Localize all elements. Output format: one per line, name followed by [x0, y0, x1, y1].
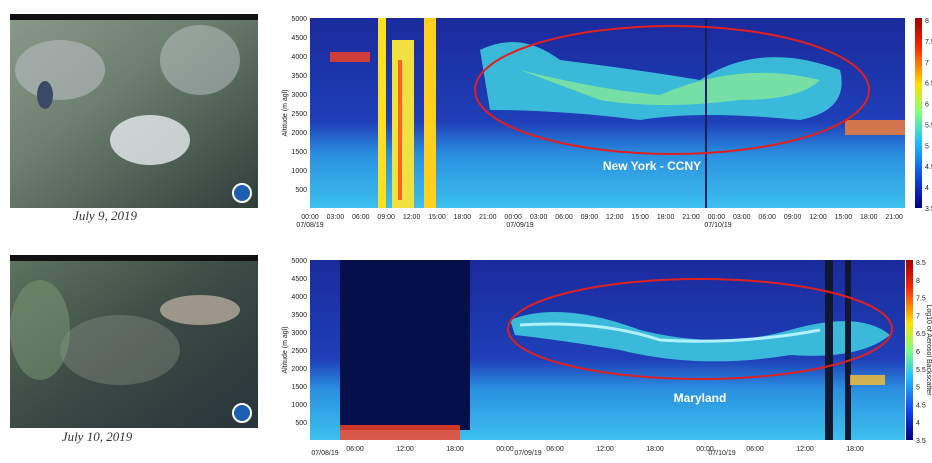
colorbar-label: Log10 of Aerosol Backscatter	[925, 304, 932, 396]
x-tick-label: 12:00	[596, 446, 614, 453]
image-caption: July 10, 2019	[62, 429, 133, 444]
x-tick-label: 18:00	[657, 214, 675, 221]
lidar-plot	[310, 18, 905, 208]
x-tick-label: 09:00	[581, 214, 599, 221]
y-tick-label: 3500	[291, 73, 307, 80]
x-tick-label: 06:00	[352, 214, 370, 221]
colorbar-tick-label: 6	[916, 349, 920, 356]
x-tick-label: 18:00	[846, 446, 864, 453]
colorbar-tick-label: 5	[925, 143, 929, 150]
x-tick-label: 21:00	[479, 214, 497, 221]
x-tick-label: 09:00	[377, 214, 395, 221]
colorbar-tick-label: 6.5	[925, 81, 932, 88]
colorbar-tick-label: 7	[916, 313, 920, 320]
x-tick-label: 03:00	[733, 214, 751, 221]
y-tick-label: 4500	[291, 276, 307, 283]
lidar-plot	[310, 260, 905, 440]
colorbar-tick-label: 8.5	[916, 260, 926, 267]
colorbar-tick-label: 8	[916, 278, 920, 285]
date-label: 07/09/19	[514, 450, 541, 457]
y-tick-label: 500	[295, 187, 307, 194]
y-tick-label: 3000	[291, 92, 307, 99]
y-tick-label: 4000	[291, 54, 307, 61]
date-label: 07/10/19	[704, 222, 731, 229]
x-tick-label: 09:00	[784, 214, 802, 221]
x-tick-label: 12:00	[396, 446, 414, 453]
colorbar-tick-label: 3.5	[916, 438, 926, 445]
y-tick-label: 4500	[291, 35, 307, 42]
x-tick-label: 00:00	[696, 446, 714, 453]
colorbar-tick-label: 4	[916, 420, 920, 427]
colorbar-tick-label: 7.5	[916, 296, 926, 303]
x-tick-label: 12:00	[606, 214, 624, 221]
x-tick-label: 00:00	[504, 214, 522, 221]
y-tick-label: 3500	[291, 312, 307, 319]
colorbar-tick-label: 4	[925, 185, 929, 192]
x-tick-label: 15:00	[428, 214, 446, 221]
colorbar-tick-label: 5.5	[925, 122, 932, 129]
x-tick-label: 21:00	[682, 214, 700, 221]
x-tick-label: 21:00	[885, 214, 903, 221]
y-axis-label: Altitude (m agl)	[282, 89, 289, 136]
y-tick-label: 5000	[291, 16, 307, 23]
x-tick-label: 00:00	[301, 214, 319, 221]
y-axis-label: Altitude (m agl)	[282, 326, 289, 373]
y-tick-label: 1500	[291, 384, 307, 391]
y-tick-label: 1000	[291, 402, 307, 409]
y-tick-label: 5000	[291, 258, 307, 265]
x-tick-label: 03:00	[530, 214, 548, 221]
colorbar-tick-label: 7	[925, 60, 929, 67]
x-tick-label: 15:00	[835, 214, 853, 221]
date-label: 07/09/19	[506, 222, 533, 229]
y-tick-label: 2000	[291, 366, 307, 373]
colorbar	[906, 260, 913, 440]
colorbar-tick-label: 6	[925, 102, 929, 109]
colorbar-tick-label: 5.5	[916, 367, 926, 374]
date-label: 07/08/19	[296, 222, 323, 229]
colorbar-tick-label: 6.5	[916, 331, 926, 338]
colorbar-tick-label: 8	[925, 18, 929, 25]
x-tick-label: 18:00	[454, 214, 472, 221]
y-tick-label: 2500	[291, 111, 307, 118]
satellite-image	[10, 14, 258, 208]
x-tick-label: 18:00	[860, 214, 878, 221]
x-tick-label: 06:00	[346, 446, 364, 453]
x-tick-label: 03:00	[327, 214, 345, 221]
x-tick-label: 06:00	[546, 446, 564, 453]
y-tick-label: 1000	[291, 168, 307, 175]
colorbar-tick-label: 5	[916, 385, 920, 392]
colorbar	[915, 18, 922, 208]
colorbar-tick-label: 7.5	[925, 39, 932, 46]
y-tick-label: 4000	[291, 294, 307, 301]
x-tick-label: 06:00	[746, 446, 764, 453]
annotation: New York - CCNY	[603, 159, 701, 173]
x-tick-label: 12:00	[796, 446, 814, 453]
x-tick-label: 12:00	[403, 214, 421, 221]
x-tick-label: 00:00	[496, 446, 514, 453]
x-tick-label: 18:00	[446, 446, 464, 453]
colorbar-tick-label: 4.5	[916, 402, 926, 409]
x-tick-label: 15:00	[631, 214, 649, 221]
y-tick-label: 1500	[291, 149, 307, 156]
x-tick-label: 12:00	[809, 214, 827, 221]
y-tick-label: 2500	[291, 348, 307, 355]
colorbar-tick-label: 4.5	[925, 164, 932, 171]
date-label: 07/08/19	[311, 450, 338, 457]
y-tick-label: 500	[295, 420, 307, 427]
y-tick-label: 3000	[291, 330, 307, 337]
x-tick-label: 00:00	[708, 214, 726, 221]
x-tick-label: 06:00	[555, 214, 573, 221]
image-caption: July 9, 2019	[73, 208, 137, 223]
annotation: Maryland	[674, 391, 727, 405]
date-label: 07/10/19	[708, 450, 735, 457]
colorbar-tick-label: 3.5	[925, 206, 932, 213]
x-tick-label: 18:00	[646, 446, 664, 453]
satellite-image	[10, 255, 258, 428]
x-tick-label: 06:00	[758, 214, 776, 221]
y-tick-label: 2000	[291, 130, 307, 137]
